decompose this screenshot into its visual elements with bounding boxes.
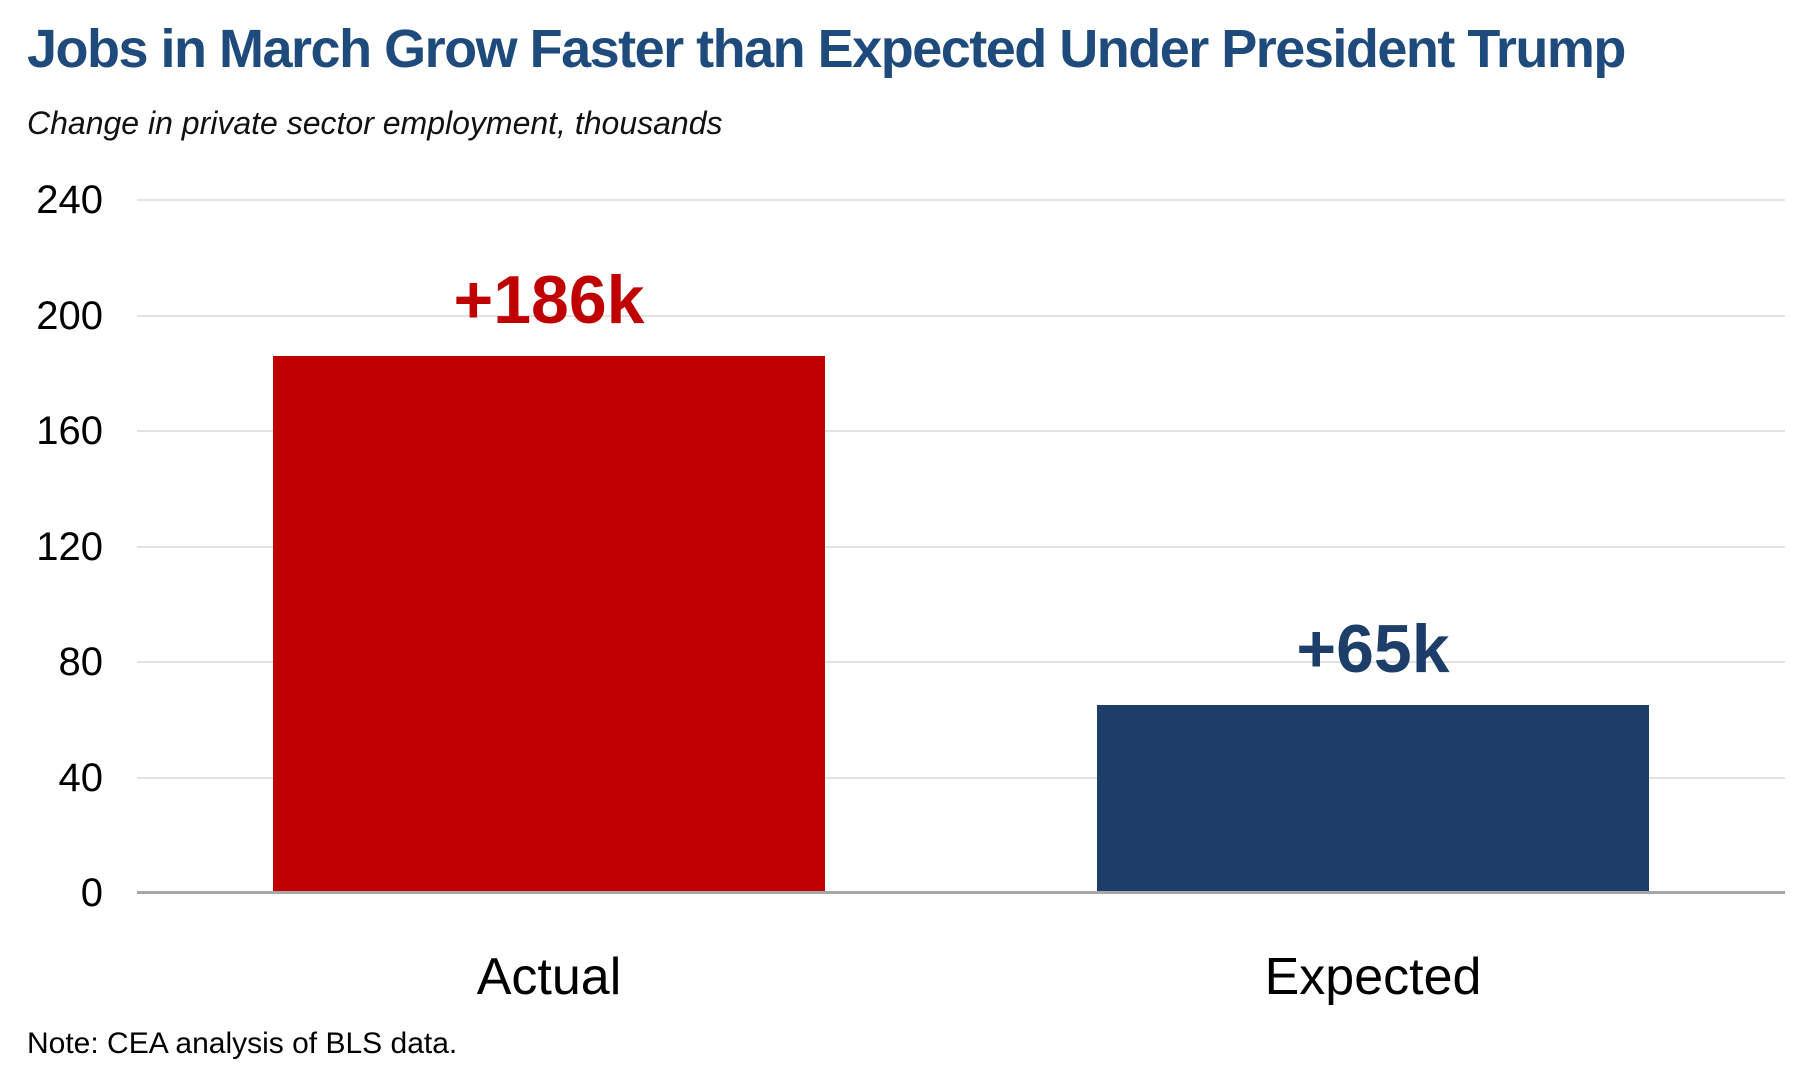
y-axis-tick-label: 240 (36, 178, 103, 222)
gridline-y-80: 80 (59, 642, 1785, 682)
plot-area: 240 200 160 120 80 40 0 +186k Actual +65k Expected (36, 180, 1785, 1003)
x-axis-baseline (137, 891, 1785, 894)
bar-actual (273, 355, 825, 893)
chart-title: Jobs in March Grow Faster than Expected … (27, 19, 1626, 79)
x-axis-category-label-expected: Expected (1264, 948, 1482, 1006)
chart-note: Note: CEA analysis of BLS data. (27, 1027, 458, 1060)
y-axis-tick-label: 0 (80, 871, 103, 915)
gridline-y-120: 120 (36, 527, 1785, 567)
bar-value-label-actual: +186k (453, 261, 645, 338)
bar-column-expected: +65k Expected (1097, 200, 1649, 1003)
x-axis-category-label-actual: Actual (476, 948, 622, 1006)
y-axis-tick-label: 200 (36, 293, 103, 338)
y-axis-tick-label: 40 (58, 755, 104, 800)
chart-subtitle: Change in private sector employment, tho… (27, 105, 723, 141)
gridline-y-200: 200 (36, 296, 1785, 336)
gridline-y-0: 0 (81, 873, 1785, 913)
gridline-y-240: 240 (36, 180, 1785, 220)
y-axis-tick-label: 160 (36, 409, 103, 453)
bar-value-label-expected: +65k (1296, 611, 1450, 688)
y-axis-tick-label: 80 (58, 640, 104, 684)
gridline-y-40: 40 (59, 758, 1785, 798)
bar-expected (1097, 705, 1649, 893)
gridline-y-160: 160 (36, 411, 1785, 451)
y-axis-tick-label: 120 (36, 524, 103, 569)
bar-column-actual: +186k Actual (273, 200, 825, 1003)
